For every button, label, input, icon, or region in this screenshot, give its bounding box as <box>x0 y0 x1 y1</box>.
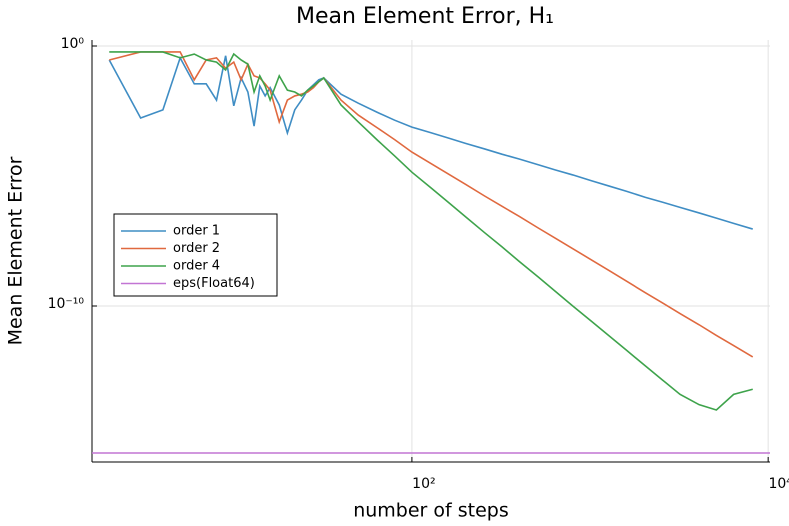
legend-box <box>113 213 278 297</box>
legend-label: order 1 <box>173 224 220 239</box>
x-tick-label: 10² <box>412 476 435 492</box>
series-line <box>109 51 754 358</box>
x-axis-label: number of steps <box>353 500 509 522</box>
legend: order 1 order 2 order 4 eps(Float64) <box>113 213 278 297</box>
x-tick-label: 10⁴ <box>768 476 789 492</box>
legend-label: eps(Float64) <box>173 276 255 291</box>
y-tick-label: 10⁻¹⁰ <box>48 296 85 312</box>
series-line <box>109 51 753 411</box>
legend-label: order 2 <box>173 241 220 256</box>
y-tick-label: 10⁰ <box>61 36 85 52</box>
series-line <box>108 55 753 230</box>
legend-label: order 4 <box>173 259 220 274</box>
chart-title: Mean Element Error, H₁ <box>296 4 554 29</box>
y-axis-label: Mean Element Error <box>5 156 27 345</box>
